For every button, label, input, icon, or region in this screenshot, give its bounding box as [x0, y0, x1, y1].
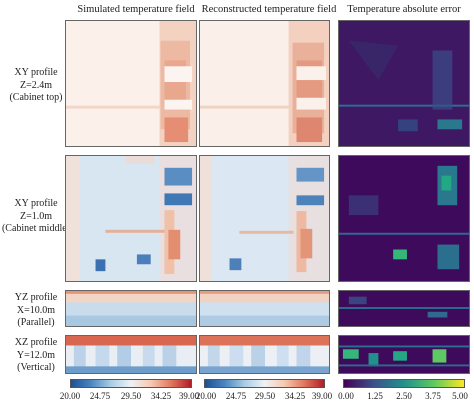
row-label-line: Z=1.0m — [19, 210, 53, 222]
tick-label: 20.00 — [195, 391, 217, 401]
tick-label: 34.25 — [150, 391, 172, 401]
heatmap-error-xy-middle — [338, 155, 470, 282]
row-label-xy-middle: XY profile Z=1.0m (Cabinet middle) — [0, 198, 72, 236]
row-label-line: (Vertical) — [17, 362, 55, 373]
colorbar-temperature-simulated — [70, 379, 192, 388]
tick-label: 39.00 — [311, 391, 333, 401]
row-label-line: (Cabinet middle) — [1, 223, 71, 234]
row-label-xy-top: XY profile Z=2.4m (Cabinet top) — [0, 67, 72, 105]
heatmap-simulated-xz — [65, 335, 197, 374]
tick-label: 29.50 — [254, 391, 276, 401]
row-label-line: XZ profile — [14, 337, 58, 348]
row-label-line: (Parallel) — [17, 317, 55, 328]
column-title-error: Temperature absolute error — [347, 4, 461, 15]
row-label-line: Y=12.0m — [16, 349, 56, 361]
row-label-line: XY profile — [14, 198, 58, 209]
heatmap-reconstructed-yz — [199, 290, 330, 327]
colorbar-temperature-reconstructed — [204, 379, 325, 388]
tick-label: 29.50 — [120, 391, 142, 401]
heatmap-error-yz — [338, 290, 470, 327]
heatmap-error-xy-top — [338, 20, 470, 147]
row-label-yz: YZ profile X=10.0m (Parallel) — [0, 292, 72, 330]
row-label-line: (Cabinet top) — [9, 92, 63, 103]
row-label-line: Z=2.4m — [19, 79, 53, 91]
tick-label: 24.75 — [225, 391, 247, 401]
heatmap-error-xz — [338, 335, 470, 374]
tick-label: 24.75 — [89, 391, 111, 401]
tick-label: 0.00 — [338, 391, 354, 401]
tick-label: 2.50 — [396, 391, 412, 401]
colorbar-error — [343, 379, 465, 388]
row-label-line: XY profile — [14, 67, 58, 78]
heatmap-simulated-xy-top — [65, 20, 197, 147]
row-label-xz: XZ profile Y=12.0m (Vertical) — [0, 337, 72, 375]
tick-label: 34.25 — [284, 391, 306, 401]
heatmap-reconstructed-xz — [199, 335, 330, 374]
heatmap-reconstructed-xy-middle — [199, 155, 330, 282]
heatmap-simulated-yz — [65, 290, 197, 327]
heatmap-reconstructed-xy-top — [199, 20, 330, 147]
heatmap-simulated-xy-middle — [65, 155, 197, 282]
row-label-line: X=10.0m — [16, 304, 56, 316]
column-title-simulated: Simulated temperature field — [77, 4, 195, 15]
row-label-line: YZ profile — [14, 292, 58, 303]
tick-label: 3.75 — [425, 391, 441, 401]
column-title-reconstructed: Reconstructed temperature field — [201, 4, 337, 15]
tick-label: 5.00 — [452, 391, 468, 401]
tick-label: 39.00 — [178, 391, 200, 401]
tick-label: 20.00 — [59, 391, 81, 401]
tick-label: 1.25 — [367, 391, 383, 401]
